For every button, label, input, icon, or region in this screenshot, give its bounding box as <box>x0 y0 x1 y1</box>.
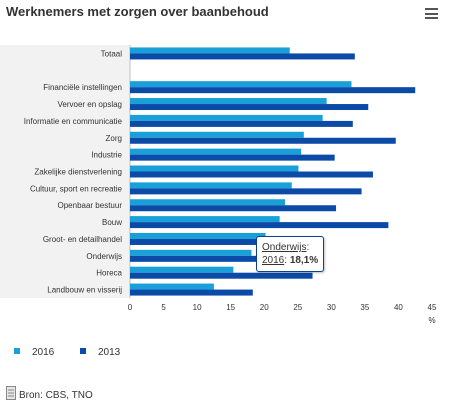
category-label: Vervoer en opslag <box>58 100 123 109</box>
bar-2013 <box>130 53 355 60</box>
source-note: Bron: CBS, TNO <box>6 386 93 401</box>
x-tick-label: 20 <box>260 303 269 312</box>
legend-item-2013[interactable]: 2013 <box>80 347 120 358</box>
bar-2013 <box>130 205 337 212</box>
bar-2013 <box>130 137 396 144</box>
chart-tooltip: Onderwijs: 2016: 18,1% <box>256 236 325 272</box>
bar-2013 <box>130 171 373 178</box>
x-tick-label: 10 <box>193 303 202 312</box>
x-tick-label: 45 <box>428 303 437 312</box>
category-label: Zorg <box>106 134 122 143</box>
bar-2013 <box>130 238 258 245</box>
source-text: Bron: CBS, TNO <box>19 390 93 401</box>
bar-2016 <box>130 283 214 290</box>
x-tick-label: 5 <box>161 303 166 312</box>
legend-item-2016[interactable]: 2016 <box>14 347 54 358</box>
category-label: Onderwijs <box>86 252 122 261</box>
bar-2016 <box>130 249 252 256</box>
x-tick-label: 30 <box>327 303 336 312</box>
category-label: Informatie en communicatie <box>24 117 123 126</box>
document-icon <box>6 386 16 400</box>
tooltip-category: Onderwijs <box>262 242 307 253</box>
x-tick-label: 0 <box>128 303 133 312</box>
bar-2013 <box>130 272 313 279</box>
bar-2013 <box>130 104 369 111</box>
bar-2013 <box>130 255 267 262</box>
bar-2016 <box>130 165 299 172</box>
bar-2016 <box>130 148 302 155</box>
x-tick-label: 35 <box>360 303 369 312</box>
x-tick-label: 15 <box>226 303 235 312</box>
bar-2016 <box>130 232 266 239</box>
bar-2016 <box>130 98 327 105</box>
legend-label-2013: 2013 <box>98 347 121 358</box>
category-label: Horeca <box>96 269 122 278</box>
category-label: Landbouw en visserij <box>47 286 122 295</box>
category-label: Cultuur, sport en recreatie <box>30 184 123 193</box>
bar-2016 <box>130 131 304 138</box>
bar-2016 <box>130 47 290 54</box>
bar-2013 <box>130 188 362 195</box>
bar-2013 <box>130 87 416 94</box>
bar-2016 <box>130 114 323 121</box>
bar-2016 <box>130 266 234 273</box>
x-tick-label: 25 <box>293 303 302 312</box>
x-axis-unit: % <box>428 316 435 325</box>
bar-2016 <box>130 216 280 223</box>
tooltip-series: 2016 <box>262 255 285 266</box>
legend-label-2016: 2016 <box>32 347 55 358</box>
bar-2016 <box>130 81 352 88</box>
category-label: Financiële instellingen <box>43 83 122 92</box>
tooltip-value: 18,1% <box>289 255 319 266</box>
category-label: Industrie <box>91 151 122 160</box>
bar-2013 <box>130 222 389 229</box>
legend-swatch-2016 <box>14 348 20 354</box>
category-axis-band <box>0 45 130 298</box>
bar-2013 <box>130 289 253 296</box>
category-label: Openbaar bestuur <box>58 201 123 210</box>
category-label: Bouw <box>102 218 122 227</box>
hamburger-menu-icon[interactable] <box>425 8 438 19</box>
legend-swatch-2013 <box>80 348 86 354</box>
bar-2016 <box>130 182 292 189</box>
bar-2013 <box>130 120 353 127</box>
bar-chart: Totaal Financiële instellingen Vervoer en … <box>0 45 437 325</box>
bar-2016 <box>130 199 286 206</box>
x-tick-label: 40 <box>394 303 403 312</box>
chart-title: Werknemers met zorgen over baanbehoud <box>6 4 269 19</box>
category-label: Totaal <box>101 49 123 58</box>
bar-2013 <box>130 154 335 161</box>
category-label: Groot- en detailhandel <box>43 235 122 244</box>
category-label: Zakelijke dienstverlening <box>34 168 122 177</box>
